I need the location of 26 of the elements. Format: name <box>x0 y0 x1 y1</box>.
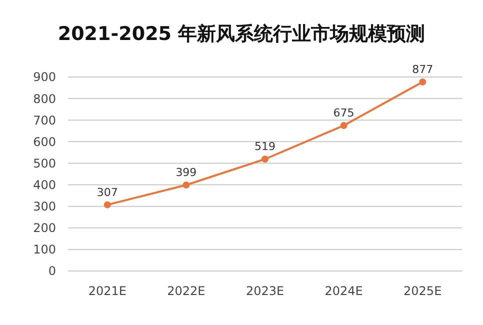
x-tick-label: 2025E <box>404 284 442 298</box>
x-tick-label: 2021E <box>88 284 126 298</box>
y-tick-label: 700 <box>33 113 56 128</box>
x-tick-label: 2022E <box>167 284 206 298</box>
x-tick-label: 2023E <box>246 284 284 298</box>
y-tick-label: 400 <box>33 178 56 192</box>
y-tick-label: 200 <box>33 221 56 236</box>
point <box>182 181 190 188</box>
point <box>419 78 426 86</box>
point <box>104 201 111 208</box>
data-label: 519 <box>254 140 276 154</box>
data-label: 307 <box>96 186 118 199</box>
x-tick-label: 2024E <box>324 284 363 298</box>
y-tick-label: 900 <box>33 70 56 84</box>
data-label: 399 <box>176 166 197 179</box>
y-tick-label: 300 <box>33 200 56 214</box>
y-tick-label: 600 <box>33 134 56 149</box>
data-label: 675 <box>333 106 354 120</box>
y-tick-label: 0 <box>48 264 56 278</box>
y-tick-label: 500 <box>33 156 56 170</box>
y-tick-label: 800 <box>33 92 56 106</box>
point <box>262 156 268 163</box>
y-tick-label: 100 <box>33 242 56 257</box>
data-label: 877 <box>412 62 434 76</box>
chart-title: 2021-2025 年新风系统行业市场规模预测 <box>58 23 426 45</box>
point <box>340 122 348 129</box>
